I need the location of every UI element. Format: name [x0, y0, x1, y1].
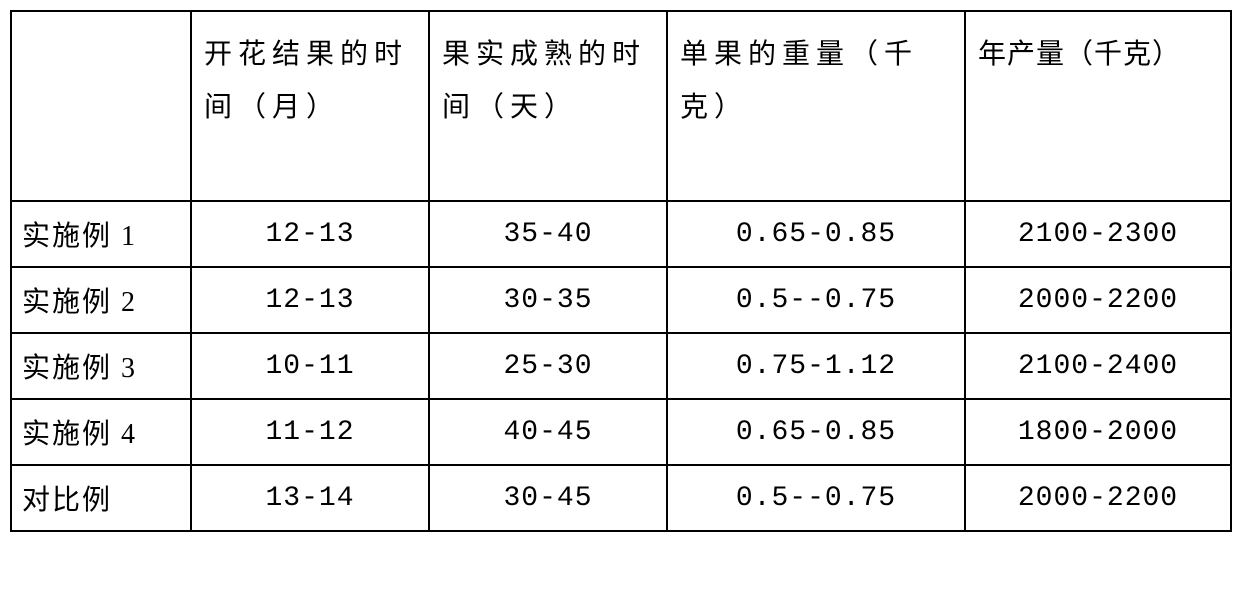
data-cell: 0.75-1.12	[667, 333, 965, 399]
data-cell: 40-45	[429, 399, 667, 465]
data-cell: 30-35	[429, 267, 667, 333]
table-header-row: 开花结果的时间（月） 果实成熟的时间（天） 单果的重量（千克） 年产量（千克）	[11, 11, 1231, 201]
data-cell: 0.65-0.85	[667, 399, 965, 465]
header-cell-flowering-time: 开花结果的时间（月）	[191, 11, 429, 201]
row-label: 实施例 3	[11, 333, 191, 399]
row-label: 对比例	[11, 465, 191, 531]
data-cell: 2000-2200	[965, 267, 1231, 333]
data-cell: 13-14	[191, 465, 429, 531]
table-row: 实施例 4 11-12 40-45 0.65-0.85 1800-2000	[11, 399, 1231, 465]
data-cell: 12-13	[191, 267, 429, 333]
data-cell: 2100-2300	[965, 201, 1231, 267]
data-cell: 2000-2200	[965, 465, 1231, 531]
data-cell: 12-13	[191, 201, 429, 267]
data-cell: 35-40	[429, 201, 667, 267]
row-label: 实施例 4	[11, 399, 191, 465]
table-row: 对比例 13-14 30-45 0.5--0.75 2000-2200	[11, 465, 1231, 531]
data-cell: 0.5--0.75	[667, 267, 965, 333]
header-cell-empty	[11, 11, 191, 201]
data-table-container: 开花结果的时间（月） 果实成熟的时间（天） 单果的重量（千克） 年产量（千克） …	[10, 10, 1230, 532]
data-cell: 0.5--0.75	[667, 465, 965, 531]
data-cell: 10-11	[191, 333, 429, 399]
data-table: 开花结果的时间（月） 果实成熟的时间（天） 单果的重量（千克） 年产量（千克） …	[10, 10, 1232, 532]
data-cell: 25-30	[429, 333, 667, 399]
data-cell: 11-12	[191, 399, 429, 465]
data-cell: 1800-2000	[965, 399, 1231, 465]
table-row: 实施例 1 12-13 35-40 0.65-0.85 2100-2300	[11, 201, 1231, 267]
header-cell-ripening-time: 果实成熟的时间（天）	[429, 11, 667, 201]
header-cell-annual-yield: 年产量（千克）	[965, 11, 1231, 201]
header-cell-fruit-weight: 单果的重量（千克）	[667, 11, 965, 201]
table-row: 实施例 3 10-11 25-30 0.75-1.12 2100-2400	[11, 333, 1231, 399]
data-cell: 0.65-0.85	[667, 201, 965, 267]
table-row: 实施例 2 12-13 30-35 0.5--0.75 2000-2200	[11, 267, 1231, 333]
data-cell: 30-45	[429, 465, 667, 531]
row-label: 实施例 1	[11, 201, 191, 267]
row-label: 实施例 2	[11, 267, 191, 333]
data-cell: 2100-2400	[965, 333, 1231, 399]
